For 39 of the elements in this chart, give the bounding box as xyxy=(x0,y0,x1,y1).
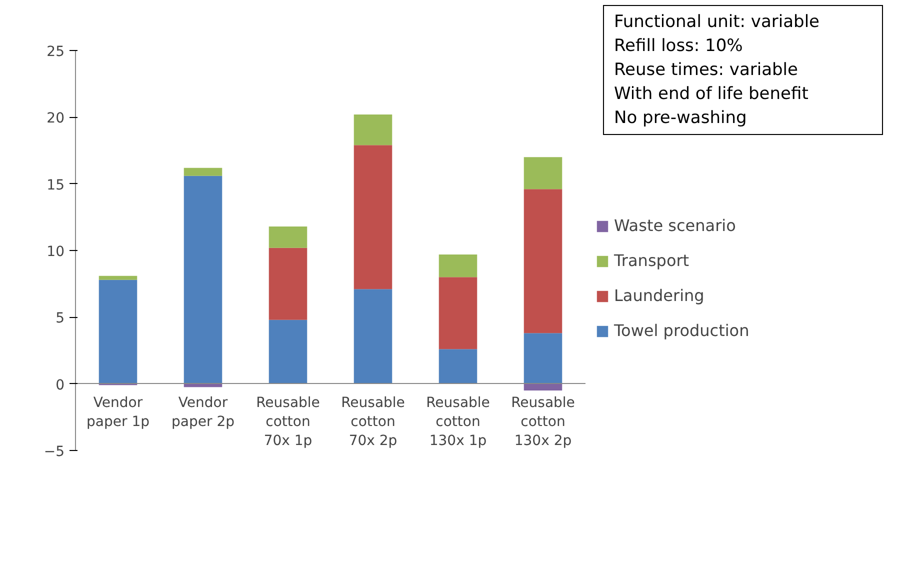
bar xyxy=(524,157,562,190)
text: With end of life benefit xyxy=(614,84,808,104)
bar xyxy=(184,168,222,176)
x-tick-label: Reusable cotton 130x 2p xyxy=(511,394,575,450)
x-tick-label: Reusable cotton 130x 1p xyxy=(426,394,490,450)
y-tick-label: 0 xyxy=(56,377,65,394)
y-tick-label: −5 xyxy=(44,444,65,460)
bar xyxy=(354,289,392,384)
bar xyxy=(354,114,392,146)
text: Functional unit: variable xyxy=(614,12,820,32)
x-tick-label: Reusable cotton 70x 1p xyxy=(256,394,320,450)
bar xyxy=(184,176,222,384)
text: No pre-washing xyxy=(614,108,747,128)
x-tick-label: Reusable cotton 70x 2p xyxy=(341,394,405,450)
bar xyxy=(524,384,562,390)
bar xyxy=(438,277,478,350)
legend-label: Waste scenario xyxy=(614,216,736,235)
bar xyxy=(268,248,308,320)
bar xyxy=(98,280,138,384)
bar xyxy=(268,320,308,384)
text: Refill loss: 10% xyxy=(614,36,743,56)
bar xyxy=(98,276,138,280)
legend-label: Laundering xyxy=(614,286,704,305)
y-tick-label: 5 xyxy=(56,310,65,327)
y-tick-label: 10 xyxy=(46,244,65,260)
x-tick-label: Vendor paper 1p xyxy=(86,394,150,430)
bar xyxy=(354,145,392,290)
bar xyxy=(268,226,308,248)
bar xyxy=(524,333,562,384)
y-tick-label: 20 xyxy=(46,110,65,127)
bar xyxy=(438,254,478,278)
bar xyxy=(524,189,562,334)
y-tick-label: 25 xyxy=(46,44,65,60)
y-tick-label: 15 xyxy=(46,177,65,194)
x-tick-label: Vendor paper 2p xyxy=(172,394,235,430)
legend-label: Towel production xyxy=(614,321,750,340)
legend-label: Transport xyxy=(614,251,690,270)
text: Reuse times: variable xyxy=(614,60,798,80)
bar xyxy=(438,349,478,384)
